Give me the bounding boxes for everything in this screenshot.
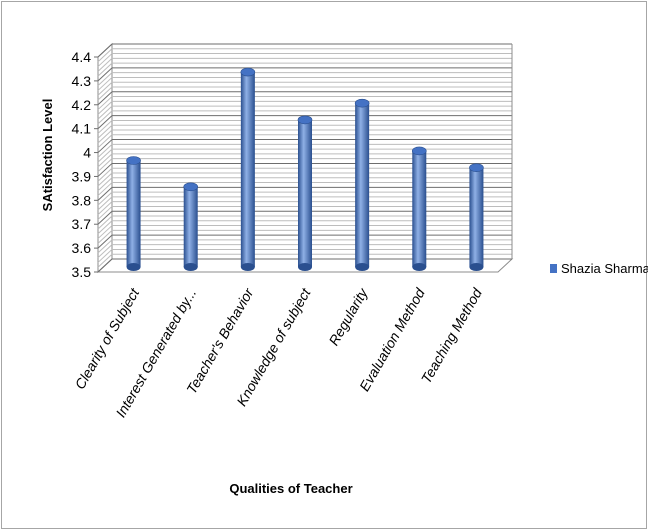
gridline-side: [97, 43, 113, 58]
gridline-side: [97, 253, 113, 268]
gridline-side: [97, 210, 113, 225]
gridline-side: [97, 186, 113, 201]
gridline-side: [97, 249, 113, 263]
gridline-side: [97, 115, 113, 130]
bar: [183, 182, 199, 271]
gridline-side: [97, 110, 113, 125]
gridline-side: [97, 158, 113, 173]
bar: [469, 163, 484, 271]
gridline-side: [97, 129, 113, 144]
bar: [354, 98, 370, 271]
gridline-side: [97, 124, 113, 139]
gridline-side: [97, 182, 113, 196]
gridline-side: [97, 234, 113, 249]
legend: Shazia Sharma: [550, 261, 648, 276]
gridline-side: [97, 196, 113, 211]
y-tick-label: 3.7: [72, 216, 92, 232]
gridline-side: [97, 201, 113, 216]
gridline-side: [97, 143, 113, 158]
y-axis-ticks: 3.5 3.6 3.7 3.8 3.9 4 4.1 4.2 4.3 4.4: [72, 49, 98, 280]
y-tick-label: 3.9: [72, 168, 92, 184]
gridline-side: [97, 134, 113, 149]
gridline-side: [97, 215, 113, 230]
gridline-side: [97, 81, 113, 96]
gridline-side: [97, 96, 113, 110]
bar: [240, 67, 256, 271]
bar: [126, 156, 141, 271]
gridline-side: [97, 163, 113, 177]
y-tick-label: 4.3: [72, 73, 92, 89]
x-axis-title: Qualities of Teacher: [229, 481, 352, 496]
gridline-side: [97, 86, 113, 101]
gridline-side: [97, 77, 113, 91]
gridline-side: [97, 153, 113, 168]
y-tick-label: 3.8: [72, 192, 92, 208]
gridline-side: [97, 120, 113, 134]
gridline-side: [97, 244, 113, 259]
gridline-side: [97, 239, 113, 254]
gridline-side: [97, 91, 113, 106]
legend-swatch: [550, 264, 557, 273]
y-tick-label: 4.4: [72, 49, 92, 65]
legend-label: Shazia Sharma: [561, 261, 648, 276]
y-tick-label: 3.6: [72, 240, 92, 256]
left-wall: [97, 42, 113, 274]
category-label: Teaching Method: [418, 284, 486, 386]
category-label: Clearity of Subject: [72, 285, 143, 392]
bar: [297, 115, 313, 271]
gridline-side: [97, 100, 113, 115]
gridline-side: [97, 53, 113, 67]
gridline-side: [97, 72, 113, 87]
chart-bars: [126, 67, 484, 271]
gridline-side: [97, 225, 113, 239]
y-tick-label: 4.1: [72, 121, 92, 137]
gridline-side: [97, 206, 113, 220]
gridline-side: [97, 191, 113, 206]
gridline-side: [97, 148, 113, 163]
gridline-side: [97, 67, 113, 82]
gridline-side: [97, 105, 113, 120]
y-tick-label: 3.5: [72, 264, 92, 280]
gridline-side: [97, 177, 113, 192]
category-label: Regularity: [325, 285, 371, 348]
bar: [411, 146, 427, 271]
gridline-side: [97, 220, 113, 235]
gridline-side: [97, 48, 113, 63]
gridline-side: [97, 139, 113, 153]
y-tick-label: 4.2: [72, 97, 92, 113]
gridline-side: [97, 57, 113, 72]
y-tick-label: 4: [83, 145, 91, 161]
gridline-side: [97, 258, 113, 273]
gridline-side: [97, 229, 113, 244]
gridline-side: [97, 172, 113, 187]
gridline-side: [97, 62, 113, 77]
gridline-side: [97, 167, 113, 182]
y-axis-title: SAtisfaction Level: [40, 99, 55, 212]
